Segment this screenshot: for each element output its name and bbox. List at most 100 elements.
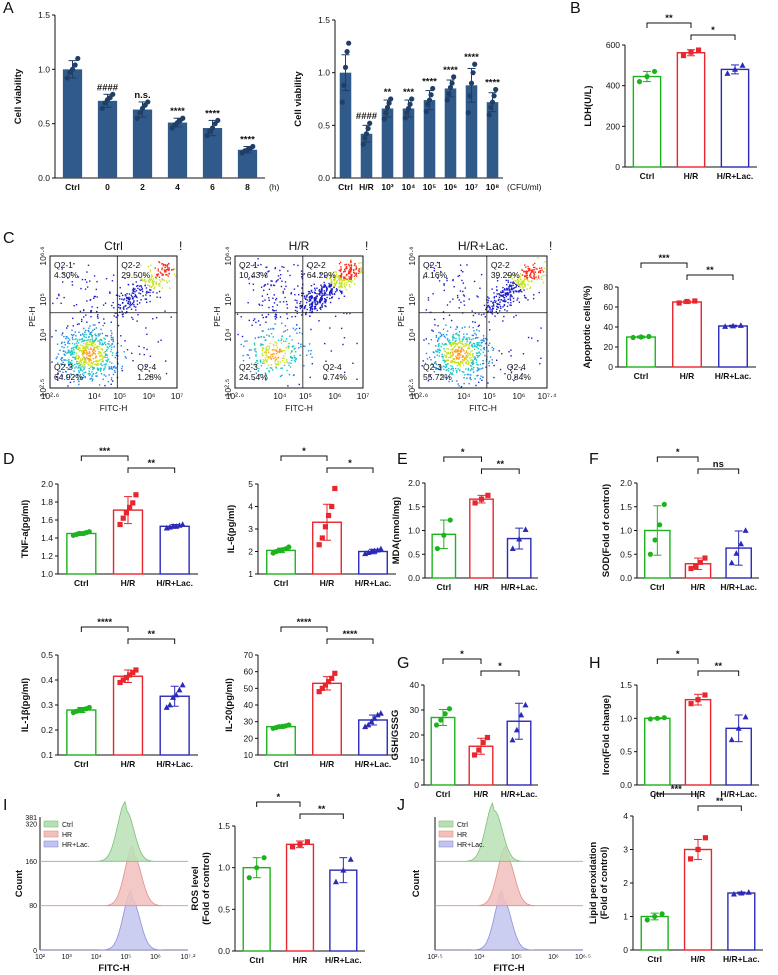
event-dot <box>499 305 502 308</box>
event-dot <box>471 334 474 337</box>
y-tick-label: 0 <box>33 948 37 955</box>
event-dot <box>65 327 68 329</box>
bar-1 <box>112 675 144 756</box>
event-dot <box>524 277 526 279</box>
event-dot <box>83 336 86 338</box>
event-dot <box>449 372 451 374</box>
event-dot <box>298 347 300 349</box>
event-dot <box>334 291 337 293</box>
event-dot <box>90 359 92 362</box>
event-dot <box>147 284 149 287</box>
event-dot <box>309 304 311 306</box>
event-dot <box>503 299 506 301</box>
event-dot <box>477 342 479 344</box>
event-dot <box>465 338 468 341</box>
event-dot <box>457 362 460 364</box>
event-dot <box>266 266 268 268</box>
event-dot <box>533 274 536 276</box>
comparison-significance: ** <box>716 796 724 807</box>
event-dot <box>441 343 443 345</box>
event-dot <box>455 362 457 364</box>
event-dot <box>438 351 441 354</box>
event-dot <box>147 265 150 268</box>
event-dot <box>123 308 125 310</box>
event-dot <box>60 363 62 365</box>
x-tick-label: H/R <box>121 759 136 769</box>
event-dot <box>258 336 260 339</box>
event-dot <box>453 342 456 345</box>
event-dot <box>101 339 103 342</box>
event-dot <box>300 305 303 308</box>
event-dot <box>104 350 106 353</box>
event-dot <box>437 367 439 370</box>
event-dot <box>286 359 288 361</box>
data-point <box>384 104 391 111</box>
y-tick-label: 1.0 <box>620 526 632 536</box>
event-dot <box>156 296 158 298</box>
event-dot <box>462 294 465 296</box>
event-dot <box>270 358 273 360</box>
event-dot <box>264 362 266 364</box>
event-dot <box>259 324 261 326</box>
event-dot <box>510 281 512 284</box>
event-dot <box>149 269 152 271</box>
event-dot <box>488 342 491 344</box>
event-dot <box>79 377 82 379</box>
event-dot <box>478 354 481 357</box>
event-dot <box>519 278 522 280</box>
event-dot <box>111 280 114 282</box>
data-point <box>730 890 737 897</box>
event-dot <box>86 354 88 356</box>
event-dot <box>475 336 477 339</box>
event-dot <box>320 284 322 286</box>
event-dot <box>458 337 460 339</box>
y-tick-label: 400 <box>606 81 620 91</box>
event-dot <box>524 283 526 286</box>
event-dot <box>323 301 326 303</box>
event-dot <box>135 295 137 298</box>
event-dot <box>302 345 305 347</box>
event-dot <box>79 363 81 365</box>
event-dot <box>476 354 478 357</box>
event-dot <box>475 346 477 348</box>
event-dot <box>323 285 325 288</box>
event-dot <box>456 365 459 367</box>
event-dot <box>331 282 333 284</box>
event-dot <box>99 339 102 341</box>
event-dot <box>338 276 340 278</box>
event-dot <box>479 287 481 289</box>
bar-0 <box>339 72 352 178</box>
event-dot <box>432 366 435 368</box>
event-dot <box>112 301 114 304</box>
event-dot <box>471 358 473 361</box>
event-dot <box>456 294 459 297</box>
event-dot <box>248 319 251 322</box>
event-dot <box>498 296 501 299</box>
data-point <box>117 679 123 686</box>
event-dot <box>87 264 90 267</box>
event-dot <box>512 300 515 303</box>
event-dot <box>276 358 278 360</box>
event-dot <box>533 294 535 296</box>
event-dot <box>136 303 139 306</box>
event-dot <box>112 339 114 341</box>
event-dot <box>348 265 350 267</box>
event-dot <box>281 322 283 324</box>
event-dot <box>448 376 450 378</box>
event-dot <box>290 355 292 358</box>
event-dot <box>94 295 96 298</box>
data-point <box>179 521 186 527</box>
event-dot <box>487 350 490 352</box>
y-tick-label: 10 <box>410 755 420 765</box>
event-dot <box>272 328 275 330</box>
event-dot <box>248 357 251 359</box>
comparison-bracket <box>697 468 740 474</box>
event-dot <box>455 355 457 358</box>
event-dot <box>428 356 431 359</box>
bar-1 <box>97 100 118 178</box>
event-dot <box>522 286 525 289</box>
event-dot <box>77 379 80 381</box>
event-dot <box>506 305 509 308</box>
event-dot <box>322 286 325 288</box>
